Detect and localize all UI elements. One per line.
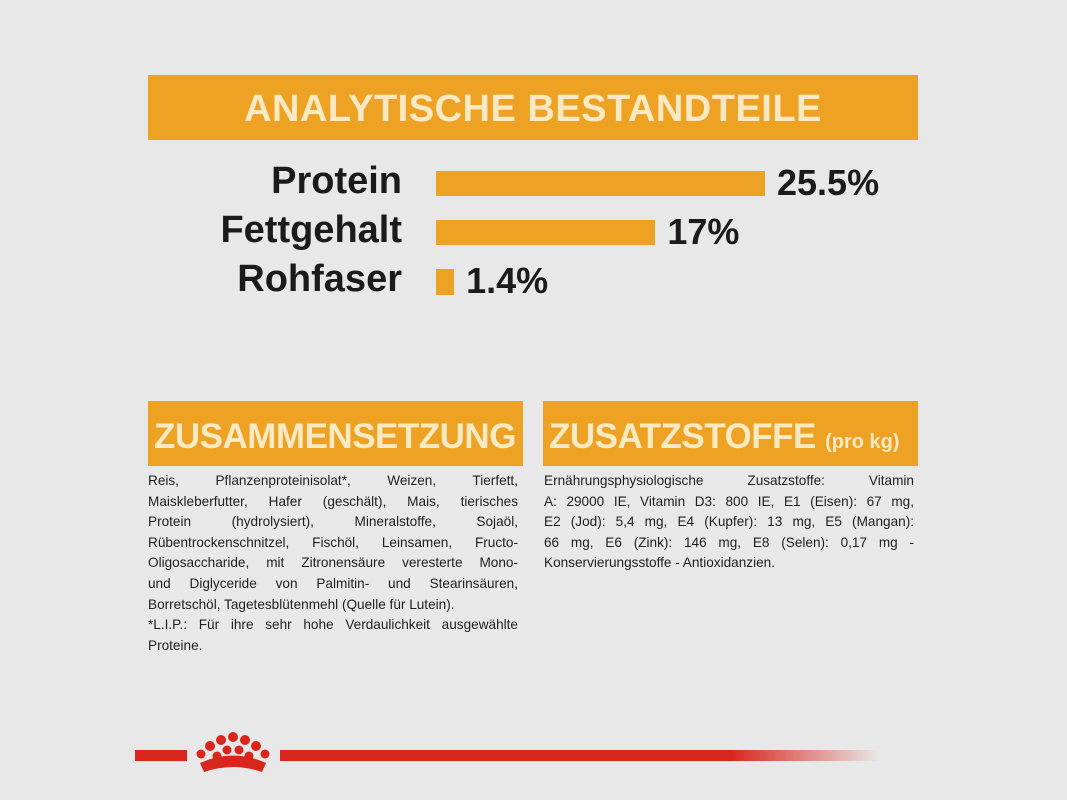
text-line: Reis, Pflanzenproteinisolat*, Weizen, Ti… (148, 473, 518, 488)
text-line: Ernährungsphysiologische Zusatzstoffe: V… (544, 473, 914, 488)
category-label: Rohfaser (237, 258, 402, 300)
section-text: Reis, Pflanzenproteinisolat*, Weizen, Ti… (148, 471, 518, 656)
section-subtitle: (pro kg) (825, 431, 900, 453)
text-line: Oligosaccharide, mit Zitronensäure veres… (148, 555, 518, 571)
category-label: Fettgehalt (220, 209, 402, 251)
value-label: 17% (667, 211, 740, 252)
section-title: ZUSAMMENSETZUNG (154, 417, 516, 456)
text-line: *L.I.P.: Für ihre sehr hohe Verdaulichke… (148, 617, 518, 633)
text-line: E2 (Jod): 5,4 mg, E4 (Kupfer): 13 mg, E5… (544, 514, 914, 530)
section-text: Ernährungsphysiologische Zusatzstoffe: V… (544, 471, 914, 574)
bar (436, 269, 455, 295)
value-label: 25.5% (777, 162, 880, 203)
text-line: Konservierungsstoffe - Antioxidanzien. (544, 555, 775, 571)
text-line: 66 mg, E6 (Zink): 146 mg, E8 (Selen): 0,… (544, 534, 914, 550)
section-banner: ZUSAMMENSETZUNG (148, 401, 523, 466)
section-banner: ZUSATZSTOFFE (pro kg) (543, 401, 918, 466)
bar (436, 220, 656, 245)
text-line: Protein (hydrolysiert), Mineralstoffe, S… (148, 514, 518, 530)
category-label: Protein (271, 160, 402, 202)
text-line: Borretschöl, Tagetesblütenmehl (Quelle f… (148, 596, 455, 612)
title: ANALYTISCHE BESTANDTEILE (244, 88, 822, 130)
text-line: Proteine. (148, 637, 203, 653)
text-line: und Diglyceride von Palmitin- und Steari… (148, 575, 518, 591)
text-line: Maiskleberfutter, Hafer (geschält), Mais… (148, 493, 518, 509)
value-label: 1.4% (466, 260, 549, 301)
title-banner: ANALYTISCHE BESTANDTEILE (148, 75, 918, 140)
text-line: A: 29000 IE, Vitamin D3: 800 IE, E1 (Eis… (544, 493, 914, 509)
text-line: Rübentrockenschnitzel, Fischöl, Leinsame… (148, 534, 518, 550)
bar (436, 171, 765, 196)
section-title: ZUSATZSTOFFE (549, 417, 816, 456)
